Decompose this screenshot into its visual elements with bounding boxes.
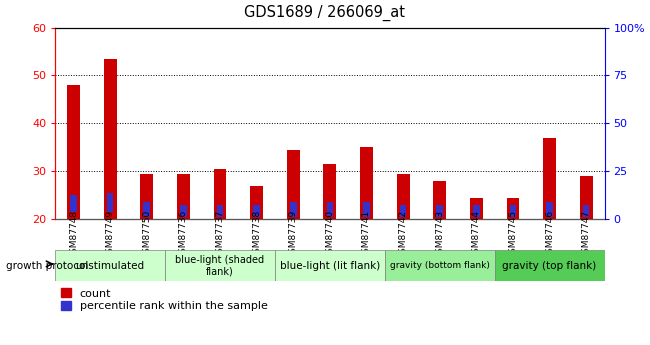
Text: GSM87747: GSM87747 <box>582 210 591 259</box>
Bar <box>400 205 406 217</box>
Text: gravity (bottom flank): gravity (bottom flank) <box>390 261 489 270</box>
Bar <box>287 150 300 219</box>
Bar <box>473 205 480 217</box>
Text: GSM87744: GSM87744 <box>472 210 481 259</box>
Bar <box>165 250 275 281</box>
Text: GSM87750: GSM87750 <box>142 210 151 259</box>
Text: GSM87738: GSM87738 <box>252 210 261 259</box>
Bar <box>324 164 336 219</box>
Bar <box>543 138 556 219</box>
Bar <box>254 205 260 217</box>
Bar <box>107 193 114 212</box>
Bar <box>140 174 153 219</box>
Bar <box>55 250 165 281</box>
Bar <box>495 250 604 281</box>
Bar <box>104 59 116 219</box>
Text: GSM87746: GSM87746 <box>545 210 554 259</box>
Bar <box>180 205 187 217</box>
Text: blue-light (lit flank): blue-light (lit flank) <box>280 261 380 270</box>
Bar <box>144 202 150 217</box>
Bar <box>583 205 590 217</box>
Bar <box>250 186 263 219</box>
Text: GDS1689 / 266069_at: GDS1689 / 266069_at <box>244 5 406 21</box>
Bar <box>434 181 446 219</box>
Text: unstimulated: unstimulated <box>75 261 145 270</box>
Bar <box>216 205 224 217</box>
Text: GSM87740: GSM87740 <box>326 210 334 259</box>
Text: gravity (top flank): gravity (top flank) <box>502 261 597 270</box>
Bar <box>396 174 410 219</box>
Text: GSM87739: GSM87739 <box>289 210 298 259</box>
Bar <box>436 205 443 217</box>
Bar <box>580 176 593 219</box>
Bar <box>214 169 226 219</box>
Bar <box>360 147 373 219</box>
Bar <box>290 202 296 217</box>
Text: GSM87748: GSM87748 <box>69 210 78 259</box>
Legend: count, percentile rank within the sample: count, percentile rank within the sample <box>61 288 268 312</box>
Bar <box>275 250 385 281</box>
Text: GSM87743: GSM87743 <box>436 210 444 259</box>
Text: blue-light (shaded
flank): blue-light (shaded flank) <box>176 255 265 276</box>
Bar <box>546 202 553 217</box>
Text: growth protocol: growth protocol <box>6 261 89 270</box>
Text: GSM87745: GSM87745 <box>508 210 517 259</box>
Bar <box>510 205 516 217</box>
Bar <box>363 202 370 217</box>
Text: GSM87741: GSM87741 <box>362 210 371 259</box>
Bar <box>470 198 483 219</box>
Text: GSM87742: GSM87742 <box>398 210 408 259</box>
Bar <box>177 174 190 219</box>
Text: GSM87749: GSM87749 <box>106 210 114 259</box>
Bar <box>385 250 495 281</box>
Bar <box>326 202 333 217</box>
Bar <box>70 195 77 212</box>
Bar <box>67 85 80 219</box>
Bar <box>506 198 519 219</box>
Text: GSM87736: GSM87736 <box>179 210 188 259</box>
Text: GSM87737: GSM87737 <box>216 210 224 259</box>
